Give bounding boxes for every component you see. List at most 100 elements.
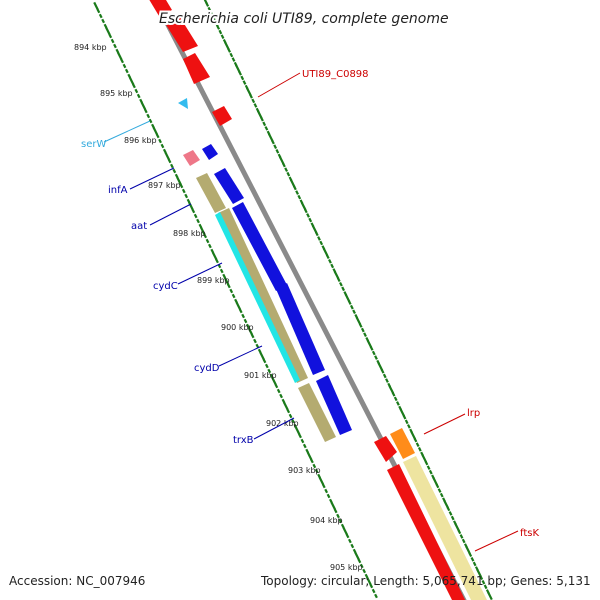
gene-label-infa[interactable]: infA	[108, 185, 128, 196]
cds-top-2[interactable]	[163, 14, 198, 52]
inner-tick	[215, 258, 219, 264]
inner-tick	[199, 226, 206, 236]
inner-tick	[172, 168, 177, 174]
outer-tick	[336, 277, 341, 282]
inner-tick	[338, 518, 343, 524]
outer-tick	[240, 75, 245, 81]
outer-tick	[339, 281, 343, 287]
label-connectors	[103, 72, 519, 552]
outer-tick	[443, 500, 449, 509]
inner-tick	[348, 538, 352, 544]
inner-tick	[362, 568, 367, 574]
cds-top-1[interactable]	[147, 0, 172, 16]
rrna-pink-feature[interactable]	[183, 150, 200, 166]
gene-label-cydc[interactable]: cydC	[153, 281, 178, 292]
outer-tick	[260, 116, 264, 122]
inner-tick	[116, 51, 123, 61]
outer-tick	[435, 483, 440, 489]
gene-label-trxb[interactable]: trxB	[233, 435, 254, 446]
inner-tick	[105, 26, 111, 36]
outer-tick	[457, 529, 462, 535]
inner-tick	[231, 293, 236, 299]
inner-tick	[205, 238, 210, 244]
gene-label-cydd[interactable]: cydD	[194, 363, 220, 374]
outer-tick	[481, 579, 486, 585]
outer-tick	[355, 316, 362, 326]
inner-tick	[306, 451, 313, 461]
inner-tick	[364, 573, 369, 579]
cds-lrp-2[interactable]	[390, 428, 415, 459]
inner-tick	[318, 476, 325, 486]
inner-tick	[366, 576, 372, 586]
inner-tick	[342, 526, 348, 536]
gene-label-ftsk[interactable]: ftsK	[520, 528, 539, 539]
inner-tick	[329, 498, 333, 504]
trna-serw[interactable]	[178, 98, 188, 109]
inner-tick	[222, 273, 227, 279]
inner-tick	[128, 76, 135, 86]
inner-tick	[184, 193, 189, 199]
inner-tick	[253, 338, 257, 344]
outer-tick	[410, 431, 417, 440]
cds-top-3[interactable]	[183, 53, 210, 84]
inner-tick	[110, 38, 115, 44]
orf-khaki-2[interactable]	[218, 208, 308, 383]
gene-label-serw[interactable]: serW	[81, 139, 106, 150]
inner-tick	[359, 563, 364, 569]
inner-tick	[186, 198, 191, 204]
cds-aat[interactable]	[214, 168, 244, 204]
accession-text: Accession: NC_007946	[9, 574, 146, 588]
inner-tick	[317, 473, 321, 479]
inner-tick	[235, 301, 242, 311]
outer-tick	[297, 194, 302, 200]
outer-tick	[218, 29, 223, 35]
inner-tick	[210, 248, 215, 254]
inner-tick	[333, 508, 338, 514]
cds-trxb-block[interactable]	[316, 375, 352, 435]
outer-tick	[253, 103, 258, 108]
outer-tick	[472, 561, 477, 567]
kbp-label: 899 kbp	[197, 276, 230, 285]
inner-tick	[98, 13, 103, 19]
kbp-label: 894 kbp	[74, 43, 107, 52]
gene-label-aat[interactable]: aat	[131, 221, 147, 232]
inner-tick	[269, 373, 274, 379]
outer-tick	[476, 568, 482, 578]
outer-tick	[229, 52, 234, 58]
cds-cydd-block[interactable]	[276, 283, 325, 375]
gene-label-lrp[interactable]: lrp	[467, 408, 480, 419]
outer-tick	[487, 591, 493, 600]
inner-tick	[345, 533, 350, 539]
outer-tick	[377, 362, 384, 371]
outer-tick	[465, 546, 471, 555]
outer-tick	[333, 270, 340, 280]
inner-tick	[245, 323, 250, 329]
cds-ftsk[interactable]	[387, 464, 470, 600]
inner-tick	[191, 208, 196, 214]
inner-tick	[193, 213, 198, 219]
cds-infa[interactable]	[202, 144, 218, 160]
outer-tick	[344, 293, 351, 303]
cds-lrp-1[interactable]	[374, 436, 397, 462]
gene-labels: UTI89_C0898 serW infA aat cydC cydD trxB…	[81, 69, 539, 539]
outer-tick	[267, 133, 274, 142]
cds-cydc-block[interactable]	[232, 202, 287, 291]
inner-tick	[267, 368, 272, 374]
outer-tick	[330, 263, 335, 269]
orf-khaki-1[interactable]	[196, 173, 226, 213]
inner-tick	[96, 8, 101, 14]
outer-tick	[273, 144, 278, 149]
inner-tick	[134, 88, 139, 94]
gene-label-uti89-c0898[interactable]: UTI89_C0898	[302, 69, 369, 80]
inner-tick	[101, 18, 106, 24]
orf-cyan-cydd[interactable]	[215, 212, 300, 383]
orf-khaki-trxb[interactable]	[298, 383, 336, 442]
orf-pale-ftsk[interactable]	[403, 456, 487, 600]
cds-uti89-c0898[interactable]	[212, 106, 232, 126]
outer-tick	[249, 93, 253, 99]
outer-tick	[319, 240, 324, 246]
inner-tick	[152, 126, 159, 136]
outer-tick	[448, 511, 453, 516]
outer-tick	[216, 25, 221, 30]
